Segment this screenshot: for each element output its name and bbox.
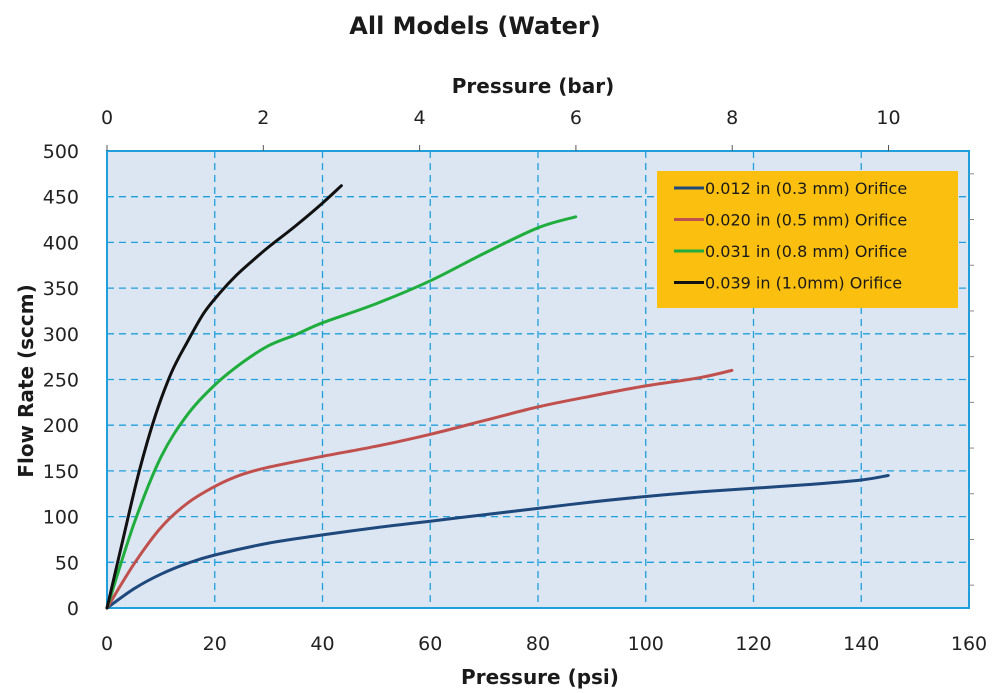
legend-box bbox=[657, 171, 958, 308]
y-tick-label: 50 bbox=[55, 552, 79, 574]
y-tick-label: 0 bbox=[67, 598, 79, 620]
x2-axis-title: Pressure (bar) bbox=[452, 74, 614, 98]
y-tick-label: 150 bbox=[43, 461, 79, 483]
legend-label: 0.031 in (0.8 mm) Orifice bbox=[705, 242, 907, 261]
x-axis-title: Pressure (psi) bbox=[461, 665, 619, 689]
x2-tick-label: 10 bbox=[876, 107, 900, 129]
x-tick-label: 80 bbox=[526, 633, 550, 655]
chart-title: All Models (Water) bbox=[349, 12, 600, 40]
x-tick-label: 120 bbox=[735, 633, 771, 655]
x-tick-label: 40 bbox=[310, 633, 334, 655]
y-tick-label: 450 bbox=[43, 187, 79, 209]
x2-tick-label: 2 bbox=[257, 107, 269, 129]
y-tick-label: 500 bbox=[43, 141, 79, 163]
series-line-2 bbox=[105, 368, 734, 610]
y-tick-label: 100 bbox=[43, 507, 79, 529]
x-tick-label: 60 bbox=[418, 633, 442, 655]
x2-tick-label: 6 bbox=[570, 107, 582, 129]
legend: 0.012 in (0.3 mm) Orifice 0.020 in (0.5 m… bbox=[657, 171, 958, 308]
y-tick-label: 300 bbox=[43, 324, 79, 346]
x-tick-label: 100 bbox=[628, 633, 664, 655]
series-line-1 bbox=[105, 474, 890, 610]
series-line-3 bbox=[105, 215, 578, 610]
x2-tick-label: 8 bbox=[726, 107, 738, 129]
series-line-4 bbox=[105, 184, 343, 610]
x-tick-label: 140 bbox=[843, 633, 879, 655]
x-tick-label: 0 bbox=[101, 633, 113, 655]
y-tick-label: 350 bbox=[43, 278, 79, 300]
y-tick-label: 200 bbox=[43, 415, 79, 437]
legend-label: 0.020 in (0.5 mm) Orifice bbox=[705, 211, 907, 230]
y-tick-label: 400 bbox=[43, 232, 79, 254]
plot-frame bbox=[106, 150, 970, 609]
legend-label: 0.012 in (0.3 mm) Orifice bbox=[705, 179, 907, 198]
x-tick-label: 20 bbox=[203, 633, 227, 655]
legend-label: 0.039 in (1.0mm) Orifice bbox=[705, 274, 902, 293]
x2-tick-label: 4 bbox=[414, 107, 426, 129]
y-axis-title: Flow Rate (sccm) bbox=[14, 284, 38, 477]
x2-tick-label: 0 bbox=[101, 107, 113, 129]
y-tick-label: 250 bbox=[43, 370, 79, 392]
x-tick-label: 160 bbox=[951, 633, 987, 655]
